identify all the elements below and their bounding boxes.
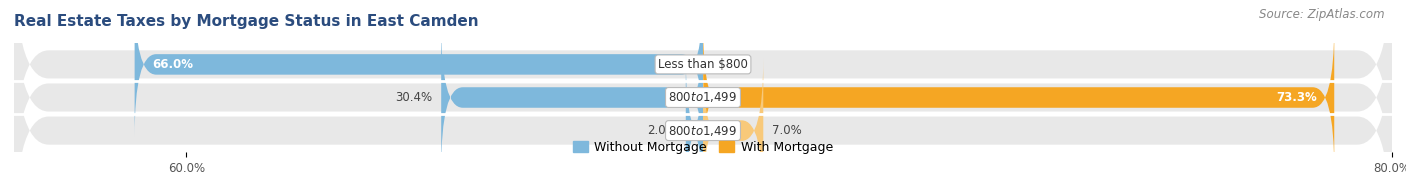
FancyBboxPatch shape [14, 12, 1392, 195]
Text: Real Estate Taxes by Mortgage Status in East Camden: Real Estate Taxes by Mortgage Status in … [14, 14, 478, 29]
Text: 30.4%: 30.4% [395, 91, 433, 104]
FancyBboxPatch shape [703, 25, 1334, 170]
FancyBboxPatch shape [441, 25, 703, 170]
FancyBboxPatch shape [14, 0, 1392, 183]
Text: 2.0%: 2.0% [647, 124, 678, 137]
Text: 0.0%: 0.0% [711, 58, 741, 71]
FancyBboxPatch shape [135, 0, 703, 137]
Text: 73.3%: 73.3% [1277, 91, 1317, 104]
Text: 7.0%: 7.0% [772, 124, 801, 137]
Text: Less than $800: Less than $800 [658, 58, 748, 71]
Legend: Without Mortgage, With Mortgage: Without Mortgage, With Mortgage [568, 136, 838, 159]
Text: 66.0%: 66.0% [152, 58, 193, 71]
Text: $800 to $1,499: $800 to $1,499 [668, 90, 738, 105]
FancyBboxPatch shape [14, 0, 1392, 195]
Text: Source: ZipAtlas.com: Source: ZipAtlas.com [1260, 8, 1385, 21]
FancyBboxPatch shape [703, 58, 763, 195]
Text: $800 to $1,499: $800 to $1,499 [668, 124, 738, 138]
FancyBboxPatch shape [682, 58, 707, 195]
